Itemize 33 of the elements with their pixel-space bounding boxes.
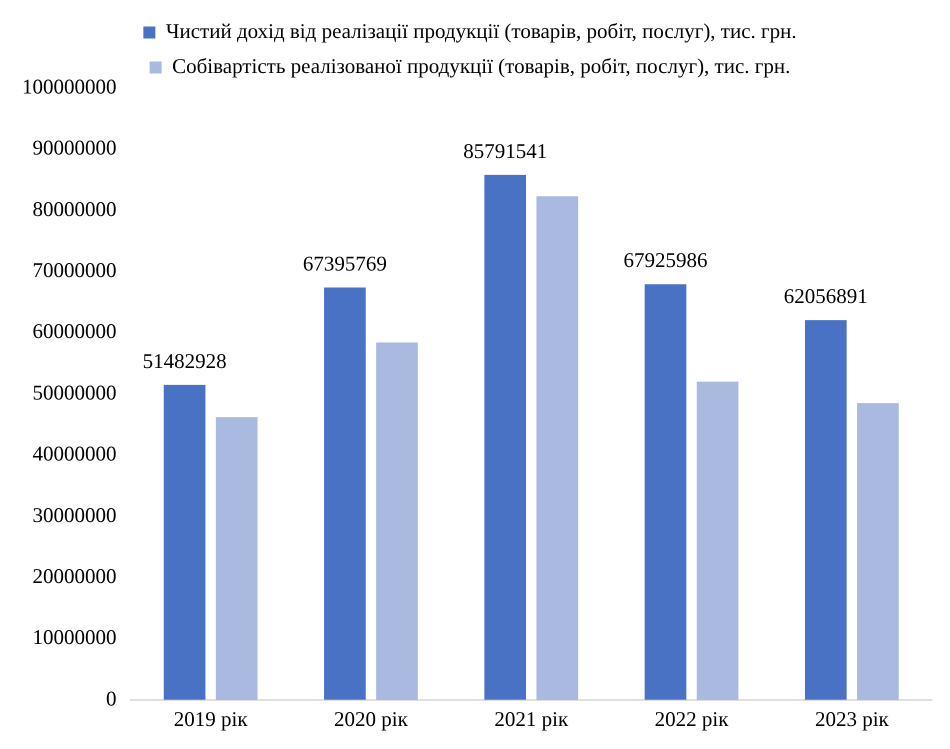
bar [696, 382, 738, 700]
y-tick-label: 10000000 [32, 625, 116, 650]
x-tick-label: 2022 рік [654, 706, 730, 731]
bar [484, 174, 526, 700]
y-tick-label: 50000000 [32, 380, 116, 404]
bar [376, 342, 418, 700]
bar [536, 196, 578, 700]
bar [644, 284, 686, 700]
bar [857, 403, 899, 700]
legend-label: Собівартість реалізованої продукції (товарів, робіт, послуг), тис. грн. [172, 54, 790, 78]
y-tick-label: 20000000 [32, 564, 116, 588]
x-tick-label: 2023 рік [814, 706, 890, 731]
bar [164, 384, 206, 700]
data-label: 62056891 [784, 284, 868, 308]
data-label: 67395769 [302, 251, 387, 276]
bar [324, 287, 366, 700]
y-tick-label: 80000000 [32, 196, 116, 221]
data-label: 67925986 [624, 248, 708, 272]
bar [216, 417, 258, 700]
y-tick-label: 90000000 [32, 136, 116, 160]
y-tick-label: 0 [106, 686, 116, 710]
x-tick-label: 2019 рік [174, 706, 248, 731]
y-tick-label: 70000000 [32, 258, 116, 282]
data-label: 51482928 [142, 348, 227, 373]
x-tick-label: 2021 рік [494, 706, 569, 731]
y-tick-label: 60000000 [32, 319, 116, 344]
y-tick-label: 100000000 [22, 74, 116, 99]
y-tick-label: 30000000 [32, 502, 116, 527]
data-label: 85791541 [463, 138, 548, 163]
y-tick-label: 40000000 [32, 442, 116, 466]
x-tick-label: 2020 рік [334, 706, 409, 731]
bar [804, 320, 847, 700]
legend-label: Чистий дохід від реалізації продукції (товарів, робіт, послуг), тис. грн. [166, 19, 797, 44]
